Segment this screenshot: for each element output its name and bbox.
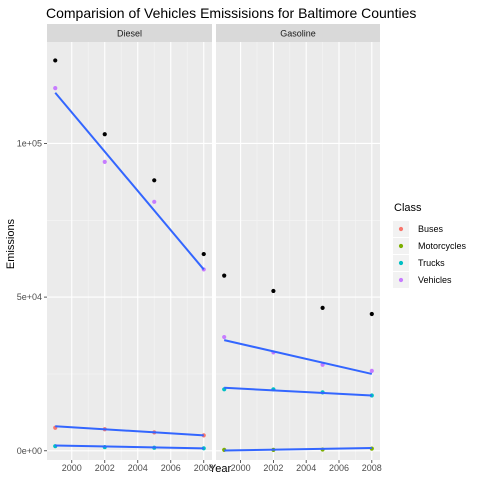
x-tick-label: 2008 <box>194 463 214 473</box>
total-point <box>201 251 206 257</box>
x-tick-label: 2006 <box>329 463 349 473</box>
point-vehicles <box>53 86 58 91</box>
legend-key <box>398 226 404 232</box>
y-tick-label: 5e+04 <box>17 292 42 302</box>
x-tick-label: 2002 <box>95 463 115 473</box>
x-tick-label: 2008 <box>362 463 382 473</box>
legend-item-trucks: Trucks <box>393 255 445 271</box>
total-point <box>369 311 374 317</box>
x-tick-label: 2000 <box>62 463 82 473</box>
legend-key <box>398 243 404 249</box>
facet-strip-label: Diesel <box>117 29 142 39</box>
x-tick-label: 2004 <box>296 463 316 473</box>
facet-strip-label: Gasoline <box>280 29 316 39</box>
fit-line-buses <box>55 425 204 437</box>
y-tick-label: 1e+05 <box>17 138 42 148</box>
fit-line-vehicles <box>54 92 205 271</box>
legend-label: Trucks <box>418 258 445 268</box>
y-tick-label: 0e+00 <box>17 446 42 456</box>
x-tick-label: 2006 <box>161 463 181 473</box>
total-point <box>53 58 58 63</box>
point-vehicles <box>369 368 374 373</box>
panel-background <box>216 42 380 460</box>
facet-panel-gasoline: Gasoline 2000 2002 2004 2006 2008 <box>216 24 382 473</box>
legend-label: Motorcycles <box>418 241 467 251</box>
chart-title: Comparision of Vehicles Emissisions for … <box>46 5 416 21</box>
point-vehicles <box>102 159 107 164</box>
fit-line-vehicles <box>223 339 373 375</box>
fit-line-trucks <box>224 386 372 397</box>
legend-label: Vehicles <box>418 275 452 285</box>
legend-title: Class <box>394 202 422 214</box>
facet-panel-diesel: Diesel 2000 2002 2004 2006 2008 0e+00 5e+04 1e+0… <box>17 24 214 473</box>
x-tick-label: 2004 <box>128 463 148 473</box>
total-point <box>152 178 157 183</box>
legend-item-motorcycles: Motorcycles <box>393 238 467 254</box>
facet-strip <box>216 24 380 42</box>
x-axis-title: Year <box>209 463 232 475</box>
total-point <box>102 132 107 137</box>
point-vehicles <box>152 199 157 204</box>
legend-item-buses: Buses <box>393 221 444 237</box>
total-point <box>320 305 325 310</box>
facet-strip <box>47 24 212 42</box>
fit-line-motorcycles <box>224 447 372 452</box>
total-point <box>222 273 227 278</box>
total-point <box>271 288 276 294</box>
panel-background <box>47 42 212 460</box>
legend-label: Buses <box>418 224 444 234</box>
y-axis-title: Emissions <box>5 218 17 269</box>
legend-item-vehicles: Vehicles <box>393 272 452 288</box>
fit-line-trucks <box>55 444 204 450</box>
point-vehicles <box>222 334 227 340</box>
legend-key <box>398 260 404 266</box>
legend-key <box>398 277 404 283</box>
x-tick-label: 2002 <box>263 463 283 473</box>
x-tick-label: 2000 <box>231 463 251 473</box>
